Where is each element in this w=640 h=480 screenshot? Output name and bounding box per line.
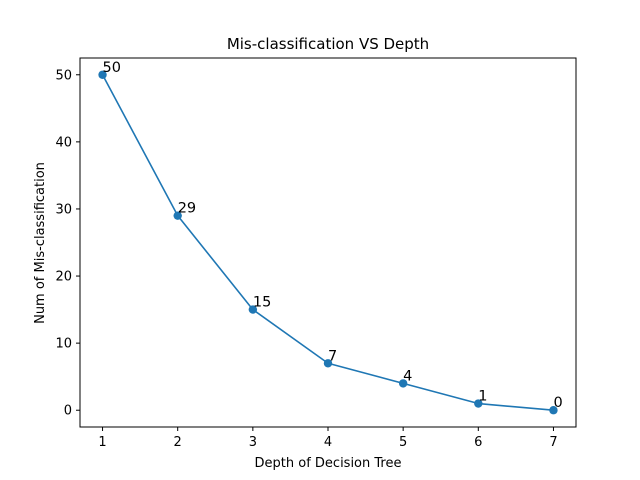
y-tick-label: 30 bbox=[55, 202, 72, 217]
data-label: 4 bbox=[403, 368, 412, 384]
data-point bbox=[549, 406, 558, 415]
data-label: 0 bbox=[553, 395, 562, 411]
data-point bbox=[248, 305, 258, 314]
y-tick-label: 40 bbox=[55, 135, 72, 150]
data-label: 50 bbox=[103, 60, 121, 76]
x-tick-label: 5 bbox=[399, 435, 407, 450]
x-tick-label: 4 bbox=[324, 435, 332, 450]
chart-title: Mis-classification VS Depth bbox=[227, 35, 429, 53]
data-point bbox=[323, 359, 333, 368]
y-tick-label: 0 bbox=[64, 404, 72, 419]
x-axis-label: Depth of Decision Tree bbox=[255, 456, 402, 471]
y-tick-label: 20 bbox=[55, 270, 72, 285]
x-tick-label: 1 bbox=[98, 435, 106, 450]
data-label: 1 bbox=[478, 389, 487, 405]
data-point bbox=[398, 379, 408, 388]
data-label: 7 bbox=[328, 348, 337, 364]
plot-frame bbox=[79, 57, 577, 428]
x-tick-label: 7 bbox=[549, 435, 557, 450]
x-tick-label: 3 bbox=[249, 435, 257, 450]
data-label: 15 bbox=[253, 295, 271, 311]
y-axis-label: Num of Mis-classification bbox=[33, 162, 48, 324]
y-tick-label: 50 bbox=[55, 68, 72, 83]
x-tick-label: 2 bbox=[174, 435, 182, 450]
data-point bbox=[173, 211, 182, 220]
data-point bbox=[474, 399, 483, 408]
x-tick-label: 6 bbox=[474, 435, 482, 450]
data-point bbox=[98, 70, 107, 79]
y-tick-label: 10 bbox=[55, 337, 72, 352]
data-label: 29 bbox=[178, 201, 196, 217]
